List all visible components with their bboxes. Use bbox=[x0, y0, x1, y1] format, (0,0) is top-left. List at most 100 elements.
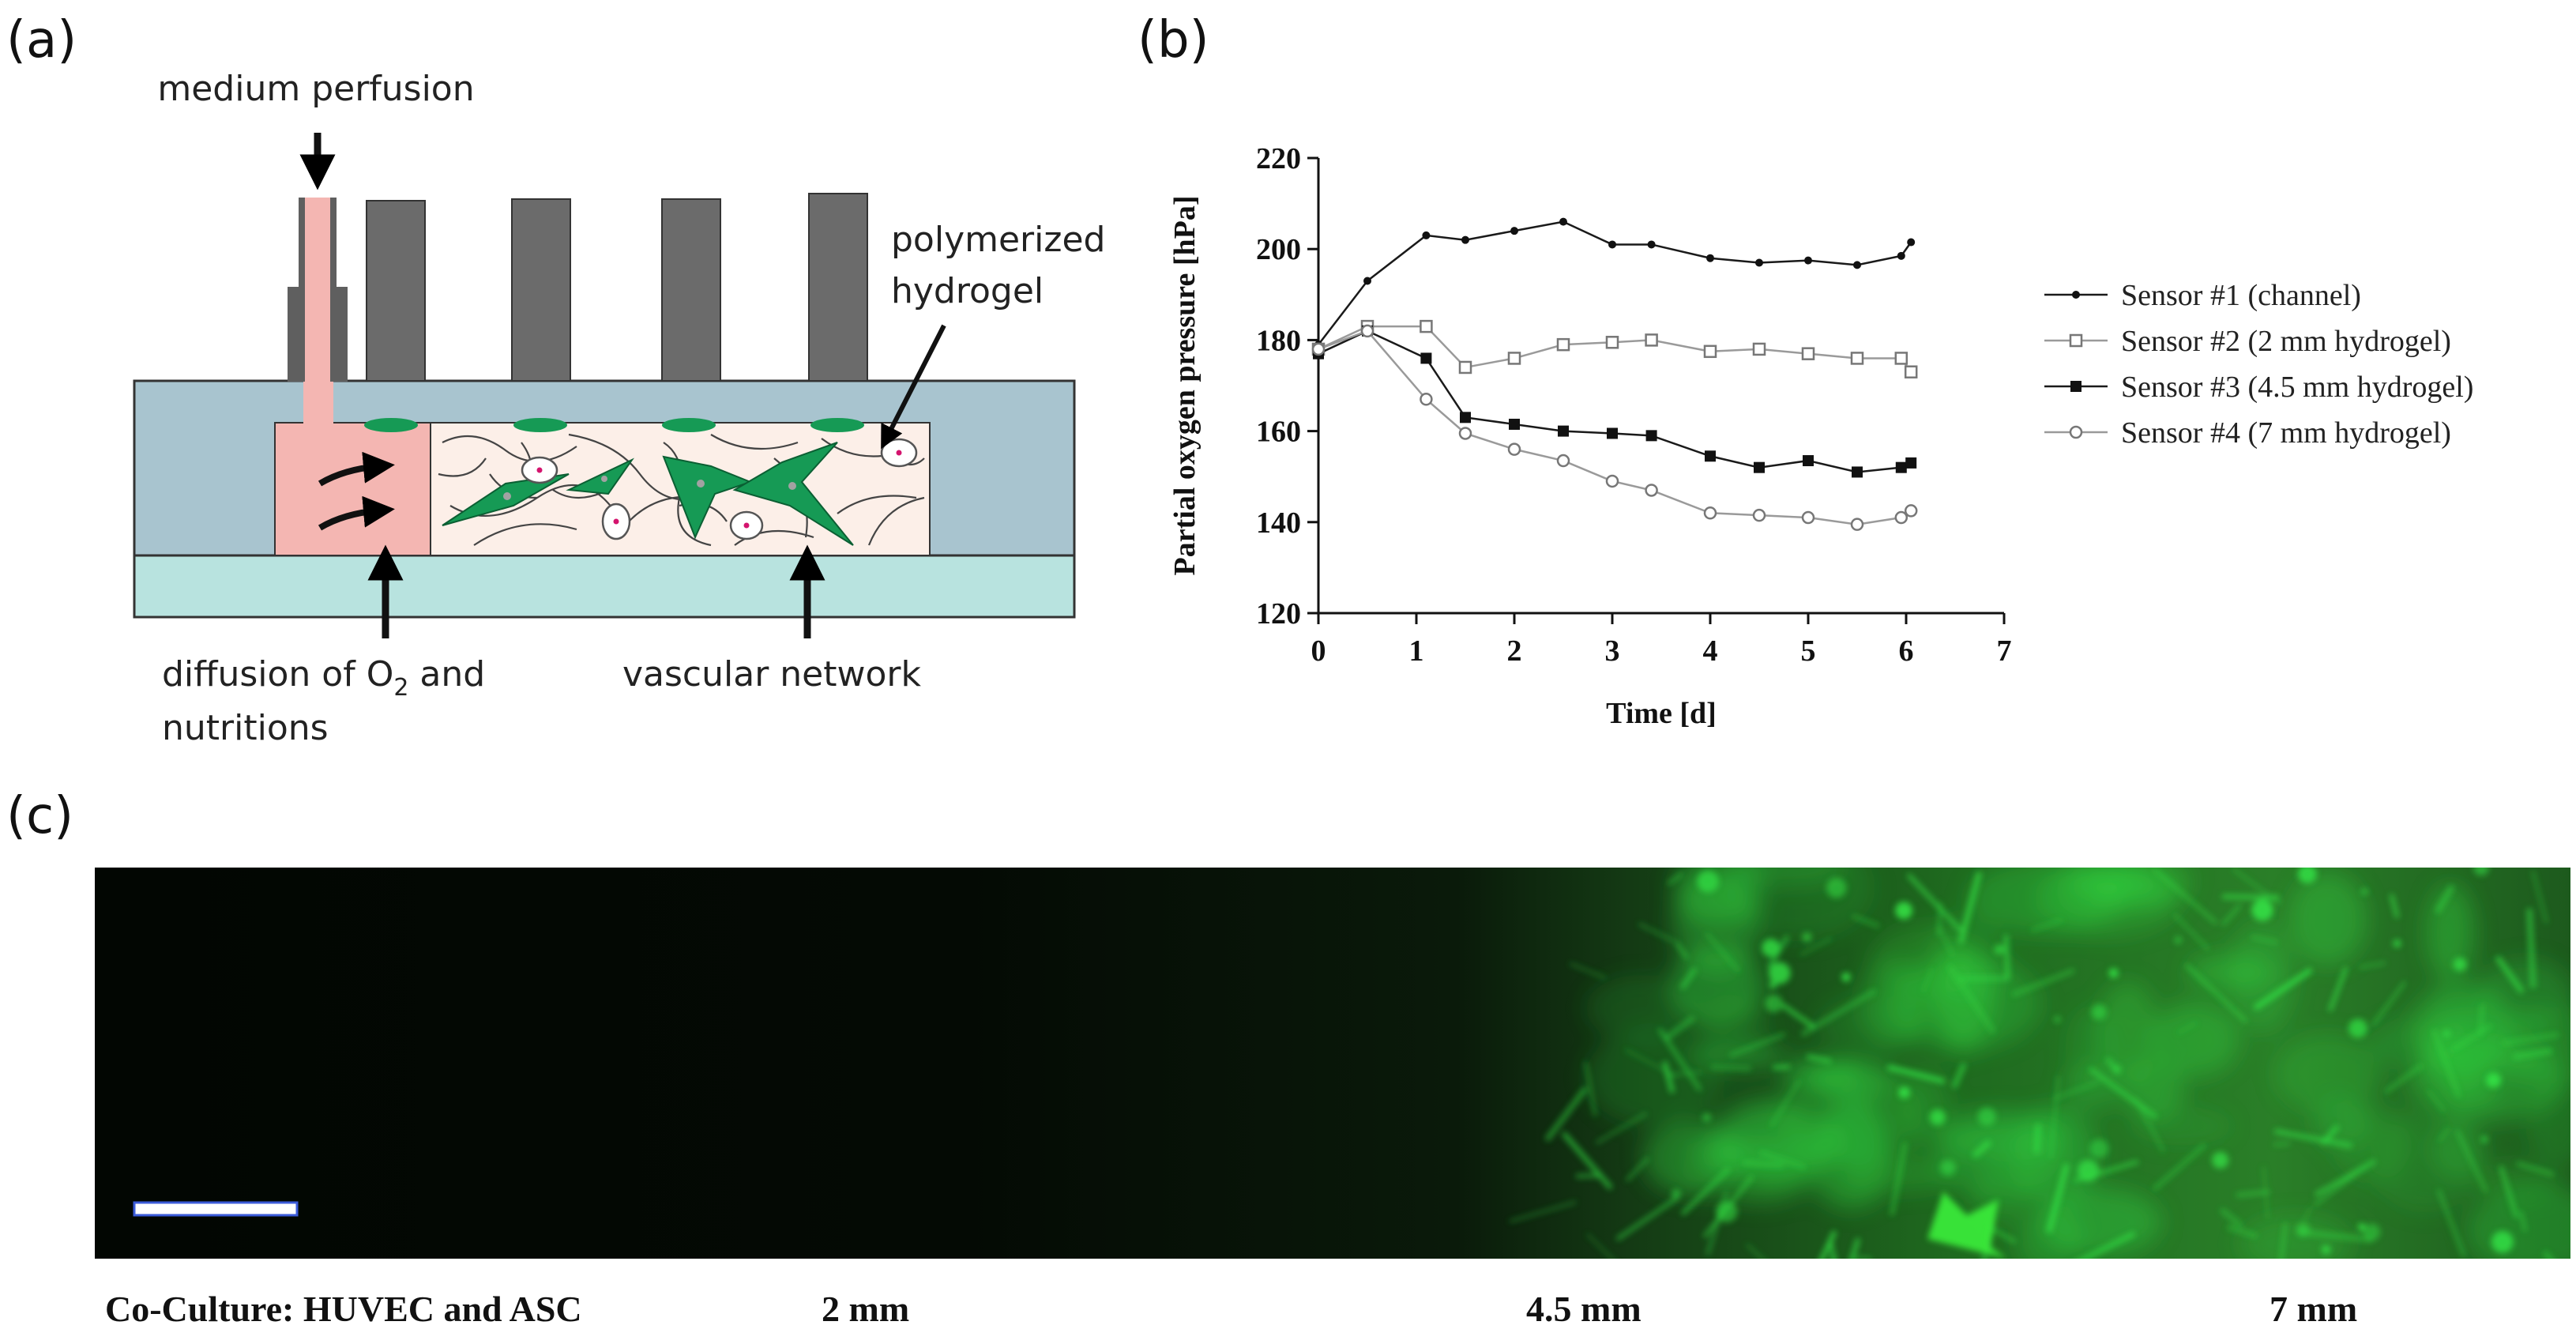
data-point bbox=[1895, 461, 1907, 473]
legend-marker bbox=[2070, 381, 2081, 392]
cell-strand bbox=[1951, 1062, 1967, 1089]
cell-body bbox=[1895, 902, 1913, 920]
series-line bbox=[1318, 329, 1912, 473]
panel-label-a: (a) bbox=[6, 11, 77, 70]
pillar bbox=[366, 200, 426, 382]
cell-strand bbox=[2273, 1128, 2352, 1148]
data-point bbox=[1897, 251, 1905, 260]
well-openings bbox=[364, 418, 864, 432]
cell-body bbox=[2296, 1222, 2311, 1237]
cell-strand bbox=[1852, 914, 1880, 928]
cell-strand bbox=[1806, 1054, 1832, 1064]
glow-blob bbox=[2275, 1033, 2381, 1114]
data-point bbox=[1645, 484, 1658, 497]
y-tick-label: 120 bbox=[1256, 597, 1301, 631]
data-point bbox=[1510, 227, 1518, 235]
cell-strand bbox=[1662, 1060, 1675, 1094]
glow-blob bbox=[2426, 883, 2474, 982]
data-point bbox=[1752, 342, 1766, 356]
cell-strand bbox=[2280, 1222, 2287, 1259]
inlet-tube-inner bbox=[303, 198, 333, 424]
scale-bar bbox=[133, 1201, 299, 1217]
fluorescent-cells bbox=[1509, 868, 2559, 1259]
cell-strand bbox=[1615, 1196, 1679, 1241]
data-point bbox=[1754, 461, 1765, 473]
cell-strand bbox=[1746, 1244, 1764, 1259]
cell-body bbox=[2480, 1135, 2488, 1143]
distance-7mm-label: 7 mm bbox=[2270, 1289, 2358, 1329]
legend-entry: Sensor #1 (channel) bbox=[2044, 279, 2361, 312]
cell-strand bbox=[1705, 932, 1740, 973]
glow-blob bbox=[1730, 868, 1847, 887]
cell-body bbox=[1768, 962, 1791, 984]
base-layer bbox=[133, 554, 1076, 619]
data-point bbox=[1853, 261, 1861, 269]
cell-body bbox=[2361, 888, 2368, 895]
cell-strand bbox=[1569, 962, 1607, 979]
cell-strand bbox=[2050, 1075, 2059, 1159]
legend-label: Sensor #3 (4.5 mm hydrogel) bbox=[2121, 371, 2473, 404]
data-point bbox=[1907, 238, 1916, 247]
series-line bbox=[1318, 329, 1912, 525]
glow-blob bbox=[2089, 868, 2188, 910]
cell-strand bbox=[2030, 918, 2063, 932]
oxygen-chart: 0 1 2 3 4 5 6 7 120 140 160 180 200 220 Time [d] Part… bbox=[1168, 142, 2473, 730]
data-point bbox=[1850, 518, 1864, 531]
cell-strand bbox=[1675, 941, 1689, 960]
series-2 bbox=[1311, 319, 1918, 378]
cell-strand bbox=[2314, 1165, 2367, 1207]
cell-strand bbox=[2371, 981, 2406, 1026]
cell-body bbox=[2357, 1223, 2366, 1231]
cell-strand bbox=[1681, 1167, 1731, 1216]
cell-strand bbox=[2052, 1080, 2100, 1101]
cell-strand bbox=[2089, 1067, 2158, 1120]
cell-body bbox=[1672, 1189, 1681, 1199]
cell-strand bbox=[2251, 936, 2278, 944]
cell-body bbox=[2091, 1004, 2107, 1020]
cell-strand bbox=[2328, 966, 2348, 1012]
cell-strand bbox=[2389, 894, 2400, 918]
glow-blob bbox=[1585, 1028, 1724, 1128]
cell-strand bbox=[2427, 1090, 2446, 1112]
cell-body bbox=[1765, 994, 1783, 1013]
cell-strand bbox=[2519, 1210, 2527, 1232]
data-point bbox=[1608, 240, 1616, 249]
diffusion-arrows bbox=[318, 451, 395, 531]
cell-body bbox=[2251, 899, 2273, 921]
glow-blob bbox=[2150, 1002, 2239, 1077]
data-point bbox=[1850, 352, 1864, 365]
data-point bbox=[1801, 510, 1815, 525]
glow-blob bbox=[1870, 924, 1976, 1001]
data-point bbox=[1801, 347, 1815, 360]
cell-body bbox=[2112, 1064, 2122, 1074]
cell-strand bbox=[2221, 904, 2242, 926]
data-point bbox=[1904, 365, 1918, 378]
data-point bbox=[1458, 427, 1472, 440]
cell-strand bbox=[2542, 1250, 2554, 1259]
diffusion-label-line2: nutritions bbox=[162, 708, 329, 748]
cell-body bbox=[2393, 939, 2401, 947]
fluorescence-micrograph bbox=[95, 868, 2570, 1259]
cell-body bbox=[1939, 1159, 1956, 1176]
y-tick-label: 160 bbox=[1256, 416, 1301, 449]
inlet-tube-wall-left bbox=[299, 198, 305, 382]
cell-strand bbox=[2004, 935, 2010, 981]
cell-body bbox=[1769, 981, 1777, 989]
cell-body bbox=[2363, 1223, 2381, 1240]
vascular-network-label: vascular network bbox=[622, 654, 921, 695]
cell-strand bbox=[1769, 1079, 1801, 1128]
cell-body bbox=[1826, 877, 1847, 898]
cell-body bbox=[1762, 939, 1781, 958]
cell-strand bbox=[2526, 908, 2537, 988]
data-point bbox=[1703, 344, 1717, 359]
legend-entry: Sensor #2 (2 mm hydrogel) bbox=[2044, 325, 2451, 358]
legend-entry: Sensor #3 (4.5 mm hydrogel) bbox=[2044, 371, 2473, 404]
data-point bbox=[1645, 333, 1658, 347]
cell-strand bbox=[1624, 1048, 1678, 1079]
data-point bbox=[1460, 412, 1471, 424]
cell-strand bbox=[2034, 1124, 2040, 1154]
x-tick-label: 3 bbox=[1605, 634, 1620, 668]
cell-strand bbox=[1544, 1086, 1589, 1142]
cell-strand bbox=[1957, 871, 1982, 944]
cell-body bbox=[2473, 868, 2489, 876]
